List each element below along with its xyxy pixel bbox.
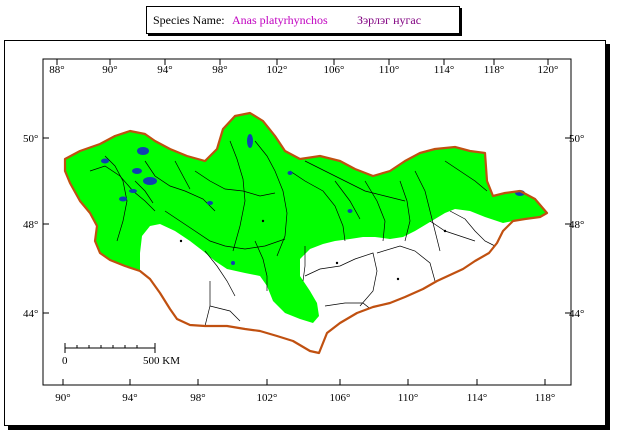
species-range	[65, 113, 547, 323]
scale-end-label: 500 KM	[143, 355, 180, 367]
right-lat-label: 50°	[569, 133, 584, 145]
bottom-lon-label: 98°	[190, 392, 205, 404]
species-name-label: Species Name:	[153, 13, 225, 27]
bottom-ticks	[62, 379, 546, 385]
left-lat-label: 44°	[23, 308, 38, 320]
bottom-lon-label: 106°	[330, 392, 351, 404]
scale-start-label: 0	[62, 355, 68, 367]
local-name: Зэрлэг нугас	[357, 13, 422, 27]
left-lat-label: 50°	[23, 133, 38, 145]
left-lat-label: 48°	[23, 219, 38, 231]
bottom-lon-label: 90°	[55, 392, 70, 404]
distribution-map: 88° 90° 94° 98° 102° 106° 110° 114° 118°…	[23, 58, 584, 404]
top-lon-label: 94°	[157, 64, 172, 76]
top-lon-label: 106°	[324, 64, 345, 76]
map-frame: 88° 90° 94° 98° 102° 106° 110° 114° 118°…	[4, 40, 606, 426]
scale-bar	[64, 343, 156, 353]
top-lon-label: 120°	[538, 64, 559, 76]
top-lon-label: 114°	[434, 64, 455, 76]
side-ticks	[43, 137, 571, 314]
bottom-lon-label: 118°	[535, 392, 556, 404]
bottom-lon-label: 94°	[122, 392, 137, 404]
country-border	[63, 111, 549, 355]
settlement-dots	[179, 219, 447, 281]
top-lon-label: 98°	[212, 64, 227, 76]
bottom-lon-label: 114°	[467, 392, 488, 404]
top-lon-label: 102°	[267, 64, 288, 76]
bottom-lon-label: 110°	[398, 392, 419, 404]
right-lat-label: 44°	[569, 308, 584, 320]
species-title-box: Species Name: Anas platyrhynchos Зэрлэг …	[146, 6, 460, 34]
right-lat-label: 48°	[569, 219, 584, 231]
top-lon-label: 110°	[379, 64, 400, 76]
top-lon-label: 118°	[484, 64, 505, 76]
top-ticks	[56, 59, 549, 65]
scientific-name: Anas platyrhynchos	[232, 13, 328, 27]
bottom-lon-label: 102°	[257, 392, 278, 404]
top-lon-label: 90°	[102, 64, 117, 76]
rivers-and-boundaries	[89, 140, 496, 337]
top-lon-label: 88°	[49, 64, 64, 76]
